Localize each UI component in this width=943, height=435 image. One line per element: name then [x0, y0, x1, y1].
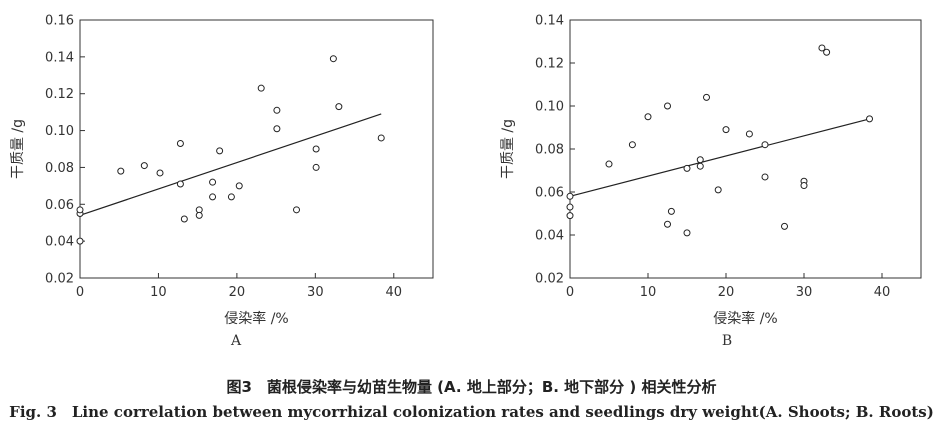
- y-axis-label: 干质量 /g: [500, 119, 516, 179]
- data-point: [176, 139, 184, 147]
- data-point: [293, 206, 301, 214]
- data-point: [209, 193, 217, 201]
- panel-a-shoots: 0 10 20 30 40 0.02 0.04 0.06 0.08 0.10 0.12 0.14 0.1…: [10, 14, 434, 349]
- y-tick-label: 0.12: [535, 57, 564, 72]
- data-point: [818, 44, 826, 52]
- x-tick-label: 20: [718, 285, 735, 300]
- data-point: [156, 169, 164, 177]
- data-point: [176, 180, 184, 188]
- data-point: [703, 93, 710, 101]
- data-point: [800, 182, 808, 190]
- data-point: [761, 173, 769, 181]
- data-point: [566, 203, 574, 211]
- data-point: [605, 160, 613, 168]
- y-axis-label: 干质量 /g: [10, 119, 26, 179]
- data-point: [209, 178, 217, 186]
- figure-caption-english: Fig. 3 Line correlation between mycorrhi…: [9, 403, 934, 421]
- data-point: [696, 156, 704, 164]
- data-point: [566, 192, 574, 200]
- x-tick-label: 40: [386, 285, 403, 300]
- data-point: [761, 141, 769, 149]
- data-point: [377, 134, 385, 142]
- panel-label: B: [722, 333, 732, 349]
- data-point: [714, 186, 722, 194]
- y-tick-label: 0.08: [45, 161, 74, 176]
- data-point: [140, 162, 148, 170]
- data-point: [866, 115, 874, 123]
- y-tick-label: 0.10: [45, 124, 74, 139]
- data-point: [312, 145, 320, 153]
- data-point: [566, 212, 574, 220]
- y-tick-label: 0.14: [535, 14, 564, 29]
- data-point: [781, 222, 788, 230]
- x-tick-label: 0: [76, 285, 84, 300]
- figure-caption-chinese: 图3 菌根侵染率与幼苗生物量 (A. 地上部分；B. 地下部分 ) 相关性分析: [226, 378, 717, 396]
- data-point: [683, 164, 691, 172]
- x-tick-label: 40: [874, 285, 891, 300]
- y-tick-label: 0.06: [45, 198, 74, 213]
- x-axis-label: 侵染率 /%: [224, 310, 288, 327]
- data-point: [644, 113, 652, 121]
- data-point: [664, 102, 671, 110]
- data-point: [696, 162, 704, 170]
- data-point: [745, 130, 753, 138]
- data-point: [823, 48, 831, 56]
- y-tick-label: 0.14: [45, 50, 74, 65]
- plot-frame: [79, 19, 434, 279]
- data-point: [76, 206, 84, 214]
- data-point: [329, 55, 337, 63]
- y-tick-label: 0.06: [535, 186, 564, 201]
- data-point: [195, 211, 203, 219]
- y-tick-label: 0.02: [535, 272, 564, 287]
- y-tick-label: 0.02: [45, 272, 74, 287]
- data-point: [235, 182, 243, 190]
- data-point: [180, 215, 188, 223]
- trendline: [569, 118, 870, 197]
- data-point: [227, 193, 235, 201]
- data-point: [667, 207, 675, 215]
- data-point: [257, 84, 265, 92]
- y-tick-label: 0.12: [45, 87, 74, 102]
- x-axis-label: 侵染率 /%: [713, 310, 777, 327]
- x-tick-label: 30: [307, 285, 324, 300]
- y-tick-label: 0.16: [45, 14, 74, 29]
- data-point: [117, 167, 125, 175]
- y-tick-label: 0.04: [535, 229, 564, 244]
- data-point: [273, 125, 281, 133]
- trendline: [79, 113, 382, 216]
- data-point: [216, 147, 224, 155]
- data-point: [683, 229, 691, 237]
- y-tick-label: 0.08: [535, 143, 564, 158]
- panel-b-roots: 0 10 20 30 40 0.02 0.04 0.06 0.08 0.10 0.12 0.14 侵染率…: [500, 14, 922, 349]
- data-point: [664, 220, 671, 228]
- data-point: [273, 106, 281, 114]
- plot-frame: [569, 19, 922, 279]
- x-tick-label: 10: [640, 285, 657, 300]
- panel-label: A: [230, 333, 242, 349]
- x-tick-label: 10: [150, 285, 167, 300]
- y-tick-label: 0.04: [45, 235, 74, 250]
- data-point: [722, 126, 730, 134]
- y-tick-label: 0.10: [535, 100, 564, 115]
- data-point: [312, 163, 320, 171]
- x-tick-label: 30: [796, 285, 813, 300]
- data-point: [628, 141, 636, 149]
- data-point: [76, 237, 84, 245]
- x-tick-label: 20: [229, 285, 246, 300]
- x-tick-label: 0: [566, 285, 574, 300]
- data-point: [335, 103, 343, 111]
